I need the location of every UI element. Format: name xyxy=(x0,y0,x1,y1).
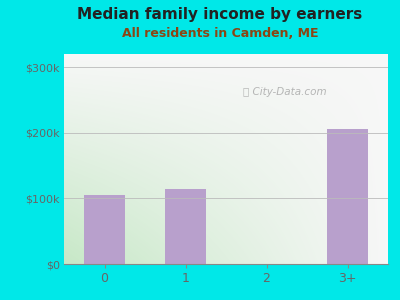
Text: ⓘ City-Data.com: ⓘ City-Data.com xyxy=(242,87,326,97)
Text: Median family income by earners: Median family income by earners xyxy=(77,8,363,22)
Bar xyxy=(327,130,368,264)
Bar xyxy=(84,195,125,264)
Text: All residents in Camden, ME: All residents in Camden, ME xyxy=(122,27,318,40)
Bar xyxy=(165,188,206,264)
